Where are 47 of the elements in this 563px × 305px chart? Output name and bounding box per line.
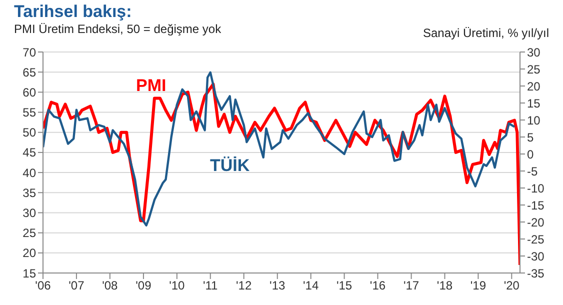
y-tick-label: 70 [22, 45, 36, 60]
series-label: PMI [136, 76, 166, 96]
y2-tick-label: -20 [527, 215, 545, 230]
x-tick-label: '13 [270, 278, 286, 293]
y2-tick-label: 10 [527, 113, 541, 128]
y-tick-label: 25 [22, 226, 36, 240]
x-tick-label: '16 [370, 278, 386, 293]
x-tick-label: '06 [35, 278, 52, 293]
line-series [43, 71, 516, 226]
y2-tick-label: 5 [527, 130, 534, 144]
x-tick-label: '17 [403, 278, 420, 293]
y-tick-label: 15 [22, 266, 36, 280]
y-tick-label: 40 [22, 166, 36, 180]
y-tick-label: 20 [22, 246, 36, 260]
y2-tick-label: -30 [527, 249, 545, 264]
x-tick-label: '14 [303, 278, 319, 293]
y-tick-label: 55 [22, 106, 36, 120]
y2-tick-label: 30 [527, 45, 541, 60]
y2-axis-title: Sanayi Üretimi, % yıl/yıl [422, 26, 549, 40]
x-tick-label: '12 [236, 278, 252, 293]
y2-tick-label: -10 [527, 181, 545, 196]
y-tick-label: 50 [22, 126, 36, 140]
series-label: TÜİK [210, 156, 250, 176]
y-axis-title: PMI Üretim Endeksi, 50 = değişme yok [14, 22, 222, 36]
y2-tick-label: 15 [527, 96, 541, 110]
y2-tick-label: 0 [527, 147, 534, 162]
y-tick-label: 30 [22, 206, 36, 220]
x-tick-label: '20 [504, 278, 520, 293]
y2-tick-label: -5 [527, 164, 538, 178]
chart-title: Tarihsel bakış: [14, 2, 132, 22]
y2-tick-label: -25 [527, 232, 545, 246]
x-tick-label: '08 [102, 278, 118, 293]
y-tick-label: 35 [22, 186, 36, 200]
x-tick-label: '09 [136, 278, 152, 293]
x-tick-label: '15 [336, 278, 352, 293]
x-tick-label: '19 [470, 278, 486, 293]
x-tick-label: '11 [202, 278, 218, 293]
y2-tick-label: 25 [527, 62, 541, 76]
y2-tick-label: -35 [527, 266, 545, 280]
y2-tick-label: 20 [527, 79, 541, 94]
y2-tick-label: -15 [527, 198, 545, 212]
y-tick-label: 65 [22, 65, 36, 80]
y-tick-label: 45 [22, 146, 36, 160]
x-tick-label: '07 [68, 278, 85, 293]
x-tick-label: '18 [436, 278, 453, 293]
x-tick-label: '10 [169, 278, 186, 293]
y-tick-label: 60 [22, 85, 36, 100]
